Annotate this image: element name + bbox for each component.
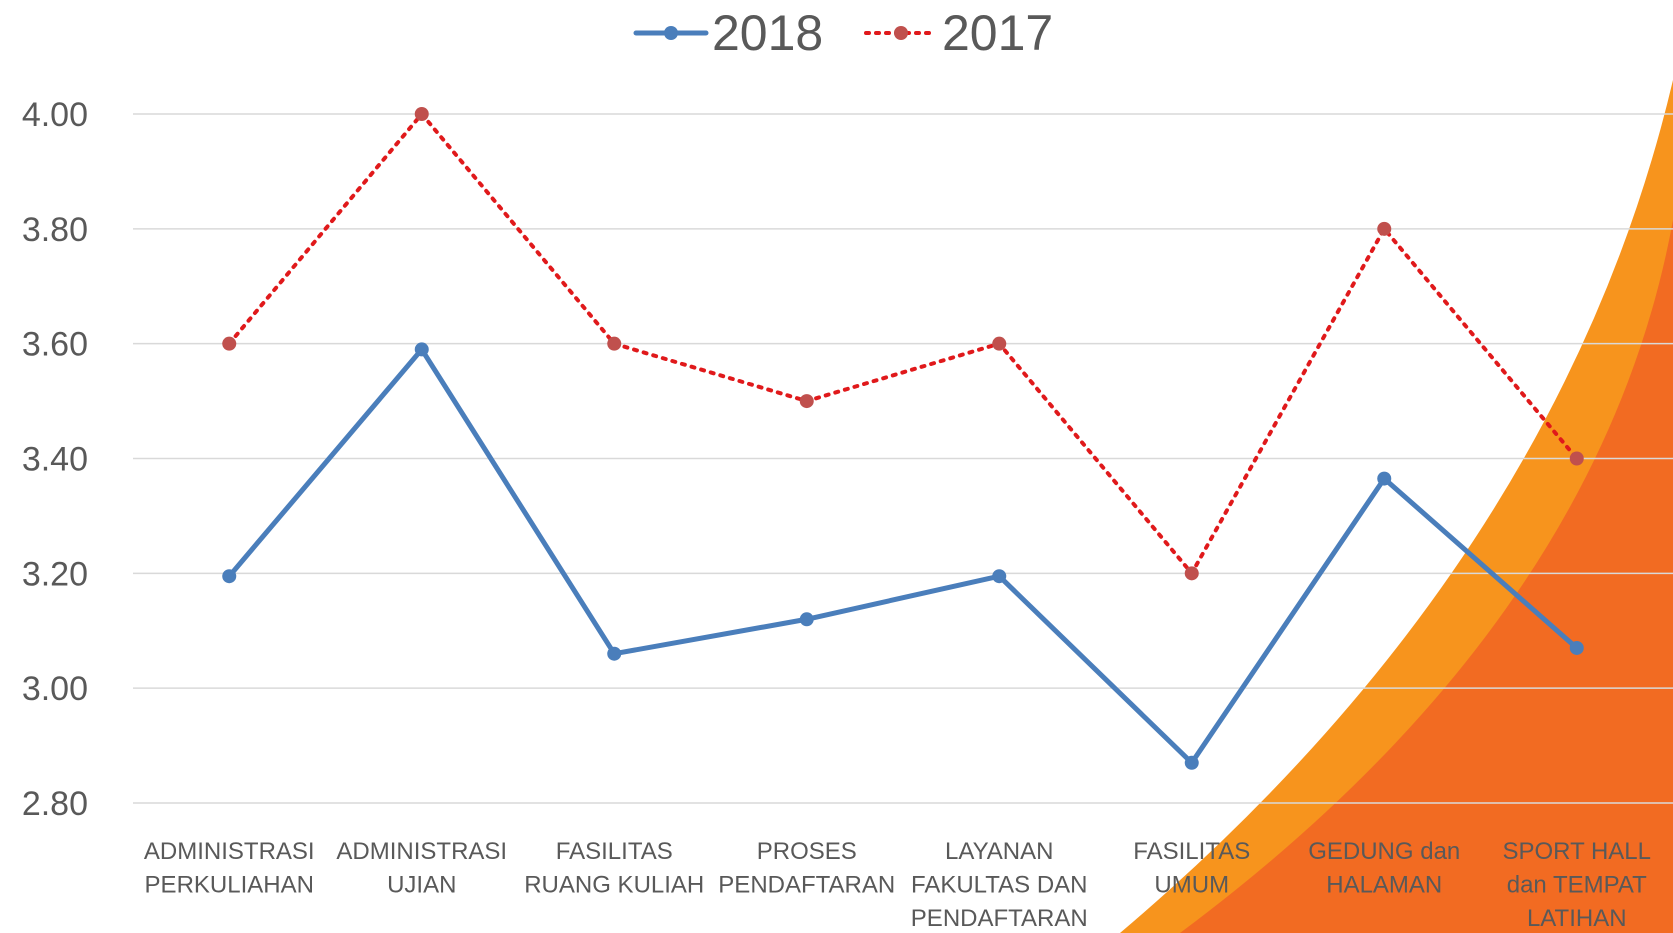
series-line xyxy=(227,112,1579,576)
point xyxy=(607,336,622,351)
point xyxy=(799,612,814,627)
y-tick-label: 3.20 xyxy=(22,555,88,593)
legend-label: 2017 xyxy=(942,5,1053,61)
series-line xyxy=(226,346,1580,766)
x-tick-label: SPORT HALL dan TEMPAT LATIHAN xyxy=(1502,838,1651,932)
x-tick-label: LAYANAN FAKULTAS DAN PENDAFTARAN xyxy=(911,838,1088,932)
y-tick-label: 3.80 xyxy=(22,211,88,249)
point xyxy=(799,394,814,409)
decoration xyxy=(1120,80,1673,933)
x-tick-label: GEDUNG dan HALAMAN xyxy=(1308,838,1460,899)
point xyxy=(222,336,237,351)
y-tick-label: 2.80 xyxy=(22,785,88,823)
x-tick-label: ADMINISTRASI UJIAN xyxy=(336,838,507,899)
point xyxy=(1184,566,1199,581)
legend-marker xyxy=(894,26,908,40)
x-tick-label: PROSES PENDAFTARAN xyxy=(718,838,895,899)
x-tick-label: ADMINISTRASI PERKULIAHAN xyxy=(144,838,315,899)
y-tick-label: 3.00 xyxy=(22,670,88,708)
point xyxy=(1377,471,1392,486)
point xyxy=(992,336,1007,351)
point xyxy=(992,569,1007,584)
point xyxy=(1569,451,1584,466)
y-tick-label: 3.40 xyxy=(22,441,88,479)
point xyxy=(1569,640,1584,655)
legend-label: 2018 xyxy=(712,5,823,61)
y-tick-label: 3.60 xyxy=(22,326,88,364)
x-tick-label: FASILITAS UMUM xyxy=(1133,838,1250,899)
x-tick-label: FASILITAS RUANG KULIAH xyxy=(524,838,704,899)
point xyxy=(607,646,622,661)
legend-marker xyxy=(664,26,678,40)
point xyxy=(414,107,429,121)
point xyxy=(414,342,429,357)
point xyxy=(222,569,237,584)
point xyxy=(1377,221,1392,236)
point xyxy=(1184,755,1199,770)
y-tick-label: 4.00 xyxy=(22,96,88,134)
